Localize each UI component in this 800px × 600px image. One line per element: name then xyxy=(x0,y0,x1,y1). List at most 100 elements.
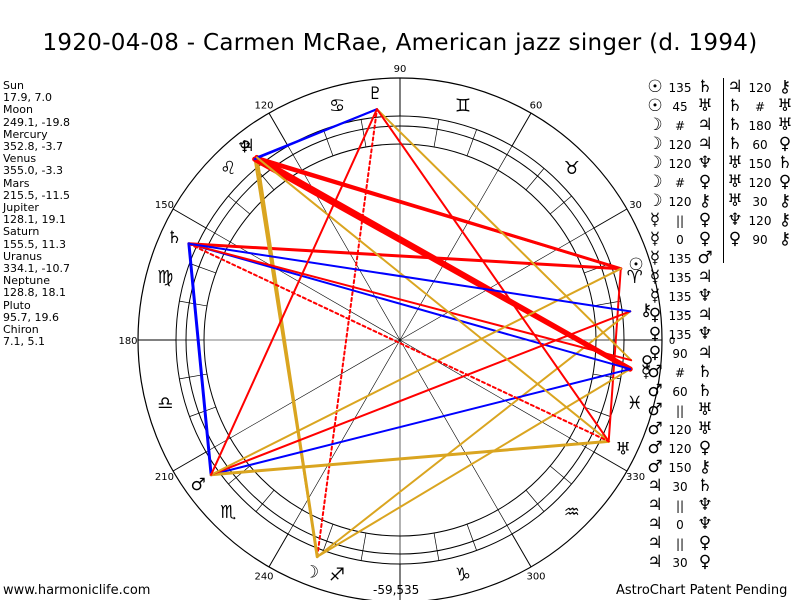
aspect-angle: 135 xyxy=(668,252,692,266)
aspect-angle: 60 xyxy=(752,138,768,152)
aspect-row: ☿ || ♀ xyxy=(645,210,715,230)
mars-glyph-icon: ♂ xyxy=(190,475,205,495)
aspect-planet-icon: ♃ xyxy=(647,533,663,553)
aspect-planet-icon: ♃ xyxy=(647,514,663,534)
planet-name-pluto: Pluto xyxy=(3,298,31,312)
aspect-line-mars-uranus xyxy=(209,439,611,477)
aspect-row: ♃ || ♀ xyxy=(645,533,715,553)
aspect-angle: 150 xyxy=(748,157,772,171)
aspect-planet-icon: ♄ xyxy=(727,115,743,135)
aspect-planet-icon: ♀ xyxy=(698,172,712,192)
aspect-planet-icon: ♄ xyxy=(697,476,713,496)
aspect-planet-icon: ♀ xyxy=(728,229,742,249)
aspect-line-venus-saturn xyxy=(187,242,633,362)
degree-tick xyxy=(433,119,440,148)
sign-boundary xyxy=(511,112,532,147)
degree-label-330: 330 xyxy=(626,472,645,483)
aspect-angle: 120 xyxy=(668,195,692,209)
pisces-sign-icon: ♓ xyxy=(627,393,643,414)
aspect-angle: 120 xyxy=(748,81,772,95)
aspect-planet-icon: ♅ xyxy=(727,172,743,192)
footer-code: -59,535 xyxy=(373,583,420,597)
aspect-planet-icon: ♃ xyxy=(697,343,713,363)
aspect-angle: 90 xyxy=(672,347,688,361)
aries-sign-icon: ♈ xyxy=(627,267,643,288)
aspect-planet-icon: ♀ xyxy=(698,533,712,553)
degree-tick xyxy=(569,227,595,243)
aspect-planet-icon: ♄ xyxy=(697,381,713,401)
aspect-row: ♂ || ♅ xyxy=(645,400,715,420)
gemini-sign-icon: ♊ xyxy=(455,95,471,116)
aspect-planet-icon: ♀ xyxy=(698,552,712,572)
venus-glyph-icon: ♀ xyxy=(641,353,653,373)
aspect-planet-icon: ♆ xyxy=(697,514,713,534)
capricorn-sign-icon: ♑ xyxy=(455,565,471,586)
planet-name-saturn: Saturn xyxy=(3,225,40,239)
aspect-planet-icon: ⚷ xyxy=(778,210,792,230)
planet-name-mercury: Mercury xyxy=(3,127,48,141)
aspect-planet-icon: ♀ xyxy=(648,324,662,344)
planet-name-mars: Mars xyxy=(3,176,30,190)
degree-tick xyxy=(287,509,303,535)
aspect-line-mercury-mars xyxy=(210,368,632,476)
aspect-angle: || xyxy=(675,214,685,228)
chart-title: 1920-04-08 - Carmen McRae, American jazz… xyxy=(42,30,758,56)
aspect-angle: 30 xyxy=(672,556,688,570)
aspect-planet-icon: ☉ xyxy=(647,96,663,116)
degree-labels: 9060300330300270240210180150120 xyxy=(118,64,675,583)
house-spoke xyxy=(399,339,499,510)
aspect-angle: || xyxy=(675,537,685,551)
aspect-angle: 30 xyxy=(752,195,768,209)
aspect-row: ♀ 90 ⚷ xyxy=(725,229,795,249)
aspect-angle: || xyxy=(675,404,685,418)
aspect-line-mars-sun xyxy=(210,267,622,476)
degree-label-240: 240 xyxy=(254,572,273,583)
degree-tick xyxy=(323,524,334,551)
aspect-angle: # xyxy=(754,100,766,114)
uranus-glyph-icon: ♅ xyxy=(615,439,630,459)
aspect-row: ☿ 135 ♂ xyxy=(645,248,715,268)
planet-position-saturn: 155.5, 11.3 xyxy=(3,237,66,251)
aspect-planet-icon: ♅ xyxy=(777,96,793,116)
degree-tick xyxy=(360,532,367,561)
aspect-row: ♅ 150 ♄ xyxy=(725,153,795,173)
aspect-planet-icon: ☿ xyxy=(649,229,661,249)
aspect-row: ♃ 0 ♆ xyxy=(645,514,715,534)
moon-glyph-icon: ☽ xyxy=(304,563,319,583)
aspect-planet-icon: ♀ xyxy=(698,438,712,458)
aspect-planet-icon: ♂ xyxy=(647,400,663,420)
aspect-planet-icon: ♄ xyxy=(697,77,713,97)
footer-credit: AstroChart Patent Pending xyxy=(616,583,788,598)
aspect-planet-icon: ♆ xyxy=(697,324,713,344)
aspect-angle: 0 xyxy=(676,518,684,532)
planet-position-pluto: 95.7, 19.6 xyxy=(3,310,59,324)
degree-tick xyxy=(433,532,440,561)
aspect-planet-icon: ♃ xyxy=(697,115,713,135)
degree-label-0: 0 xyxy=(669,336,675,347)
aspect-planet-icon: ♃ xyxy=(697,134,713,154)
virgo-sign-icon: ♍ xyxy=(157,267,173,288)
leo-sign-icon: ♌ xyxy=(220,158,236,179)
planet-position-venus: 355.0, -3.3 xyxy=(3,164,63,178)
aspect-line-moon-mercury xyxy=(316,368,632,558)
planet-position-uranus: 334.1, -10.7 xyxy=(3,262,70,276)
sign-boundary xyxy=(268,112,289,147)
degree-tick xyxy=(584,406,611,417)
aspect-planet-icon: ☽ xyxy=(647,115,663,135)
aspect-planet-icon: ♀ xyxy=(648,305,662,325)
planet-position-jupiter: 128.1, 19.1 xyxy=(3,213,66,227)
degree-tick xyxy=(360,119,367,148)
aspect-row: ☿ 135 ♃ xyxy=(645,267,715,287)
aspect-row: ♄ 60 ♀ xyxy=(725,134,795,154)
planet-position-sun: 17.9, 7.0 xyxy=(3,91,52,105)
house-spoke xyxy=(301,170,401,341)
aspect-angle: 120 xyxy=(748,214,772,228)
pluto-glyph-icon: ♇ xyxy=(368,84,383,104)
aspect-planet-icon: ♂ xyxy=(647,362,663,382)
aspect-planet-icon: ☿ xyxy=(649,248,661,268)
aspect-planet-icon: ♀ xyxy=(698,229,712,249)
aspect-planet-icon: ♄ xyxy=(697,362,713,382)
aspect-row: ♅ 120 ♀ xyxy=(725,172,795,192)
aspect-angle: # xyxy=(674,366,686,380)
